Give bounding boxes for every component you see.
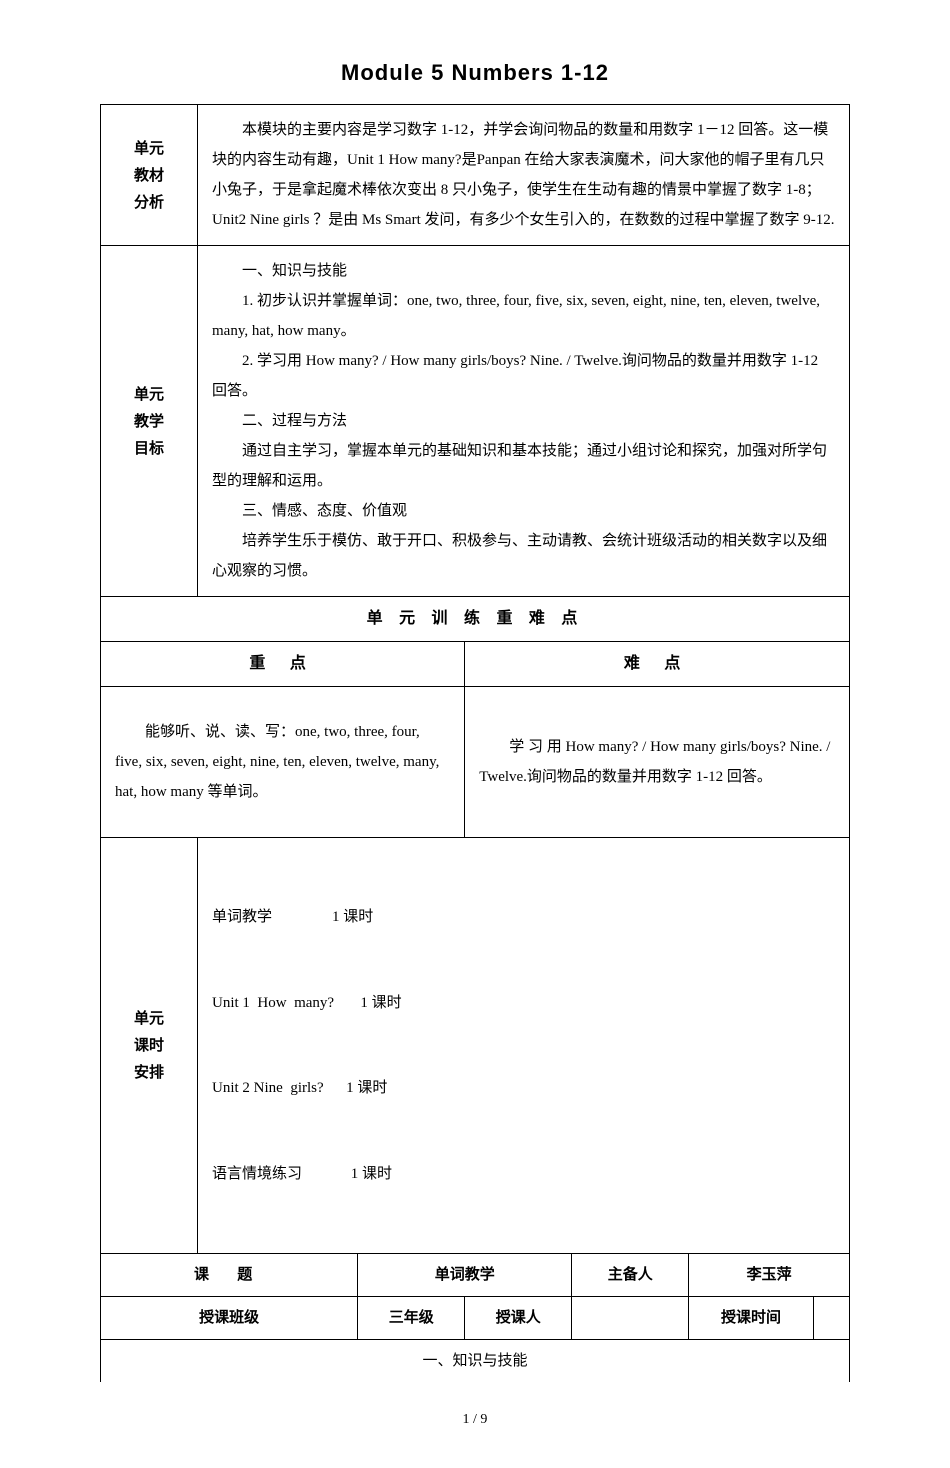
diff-label: 难 点 xyxy=(465,642,850,687)
objectives-p1: 1. 初步认识并掌握单词：one, two, three, four, five… xyxy=(212,286,835,346)
key-text: 能够听、说、读、写：one, two, three, four, five, s… xyxy=(115,717,450,807)
analysis-row: 单元 教材 分析 本模块的主要内容是学习数字 1-12，并学会询问物品的数量和用… xyxy=(101,105,850,246)
schedule-line3: Unit 2 Nine girls? 1 课时 xyxy=(212,1074,835,1103)
schedule-row: 单元 课时 安排 单词教学 1 课时 Unit 1 How many? 1 课时… xyxy=(101,838,850,1254)
teacher-value xyxy=(572,1297,689,1340)
difficulty-header: 单 元 训 练 重 难 点 xyxy=(101,597,850,642)
topic-label: 课 题 xyxy=(101,1254,358,1297)
analysis-content: 本模块的主要内容是学习数字 1-12，并学会询问物品的数量和用数字 1－12 回… xyxy=(198,105,850,246)
time-label: 授课时间 xyxy=(689,1297,814,1340)
difficulty-header-row: 单 元 训 练 重 难 点 xyxy=(101,597,850,642)
class-value: 三年级 xyxy=(358,1297,465,1340)
schedule-content: 单词教学 1 课时 Unit 1 How many? 1 课时 Unit 2 N… xyxy=(198,838,850,1254)
objectives-p2: 2. 学习用 How many? / How many girls/boys? … xyxy=(212,346,835,406)
analysis-p1: 本模块的主要内容是学习数字 1-12，并学会询问物品的数量和用数字 1－12 回… xyxy=(212,115,835,235)
schedule-line4: 语言情境练习 1 课时 xyxy=(212,1160,835,1189)
time-value xyxy=(813,1297,849,1340)
preparer-value: 李玉萍 xyxy=(689,1254,850,1297)
diff-text: 学 习 用 How many? / How many girls/boys? N… xyxy=(479,732,835,792)
schedule-line2: Unit 1 How many? 1 课时 xyxy=(212,989,835,1018)
objectives-h3: 三、情感、态度、价值观 xyxy=(212,496,835,526)
key-content: 能够听、说、读、写：one, two, three, four, five, s… xyxy=(101,687,465,838)
main-table: 单元 教材 分析 本模块的主要内容是学习数字 1-12，并学会询问物品的数量和用… xyxy=(100,104,850,1382)
schedule-label: 单元 课时 安排 xyxy=(101,838,198,1254)
schedule-line1: 单词教学 1 课时 xyxy=(212,903,835,932)
module-title: Module 5 Numbers 1-12 xyxy=(100,60,850,86)
objectives-h1: 一、知识与技能 xyxy=(212,256,835,286)
analysis-label: 单元 教材 分析 xyxy=(101,105,198,246)
lesson-topic-row: 课 题 单词教学 主备人 李玉萍 xyxy=(101,1254,850,1297)
objectives-p3: 通过自主学习，掌握本单元的基础知识和基本技能；通过小组讨论和探究，加强对所学句型… xyxy=(212,436,835,496)
teacher-label: 授课人 xyxy=(465,1297,572,1340)
page-container: Module 5 Numbers 1-12 单元 教材 分析 本模块的主要内容是… xyxy=(0,0,950,1468)
objectives-row: 单元 教学 目标 一、知识与技能 1. 初步认识并掌握单词：one, two, … xyxy=(101,246,850,597)
objectives-h2: 二、过程与方法 xyxy=(212,406,835,436)
key-label: 重 点 xyxy=(101,642,465,687)
lesson-class-row: 授课班级 三年级 授课人 授课时间 xyxy=(101,1297,850,1340)
topic-value: 单词教学 xyxy=(358,1254,572,1297)
objectives-content: 一、知识与技能 1. 初步认识并掌握单词：one, two, three, fo… xyxy=(198,246,850,597)
page-footer: 1 / 9 xyxy=(100,1412,850,1428)
diff-content: 学 习 用 How many? / How many girls/boys? N… xyxy=(465,687,850,838)
difficulty-labels-row: 重 点 难 点 xyxy=(101,642,850,687)
preparer-label: 主备人 xyxy=(572,1254,689,1297)
difficulty-content-row: 能够听、说、读、写：one, two, three, four, five, s… xyxy=(101,687,850,838)
lesson-bottom-row: 一、知识与技能 xyxy=(101,1340,850,1383)
class-label: 授课班级 xyxy=(101,1297,358,1340)
bottom-text: 一、知识与技能 xyxy=(101,1340,850,1383)
objectives-p4: 培养学生乐于模仿、敢于开口、积极参与、主动请教、会统计班级活动的相关数字以及细心… xyxy=(212,526,835,586)
objectives-label: 单元 教学 目标 xyxy=(101,246,198,597)
